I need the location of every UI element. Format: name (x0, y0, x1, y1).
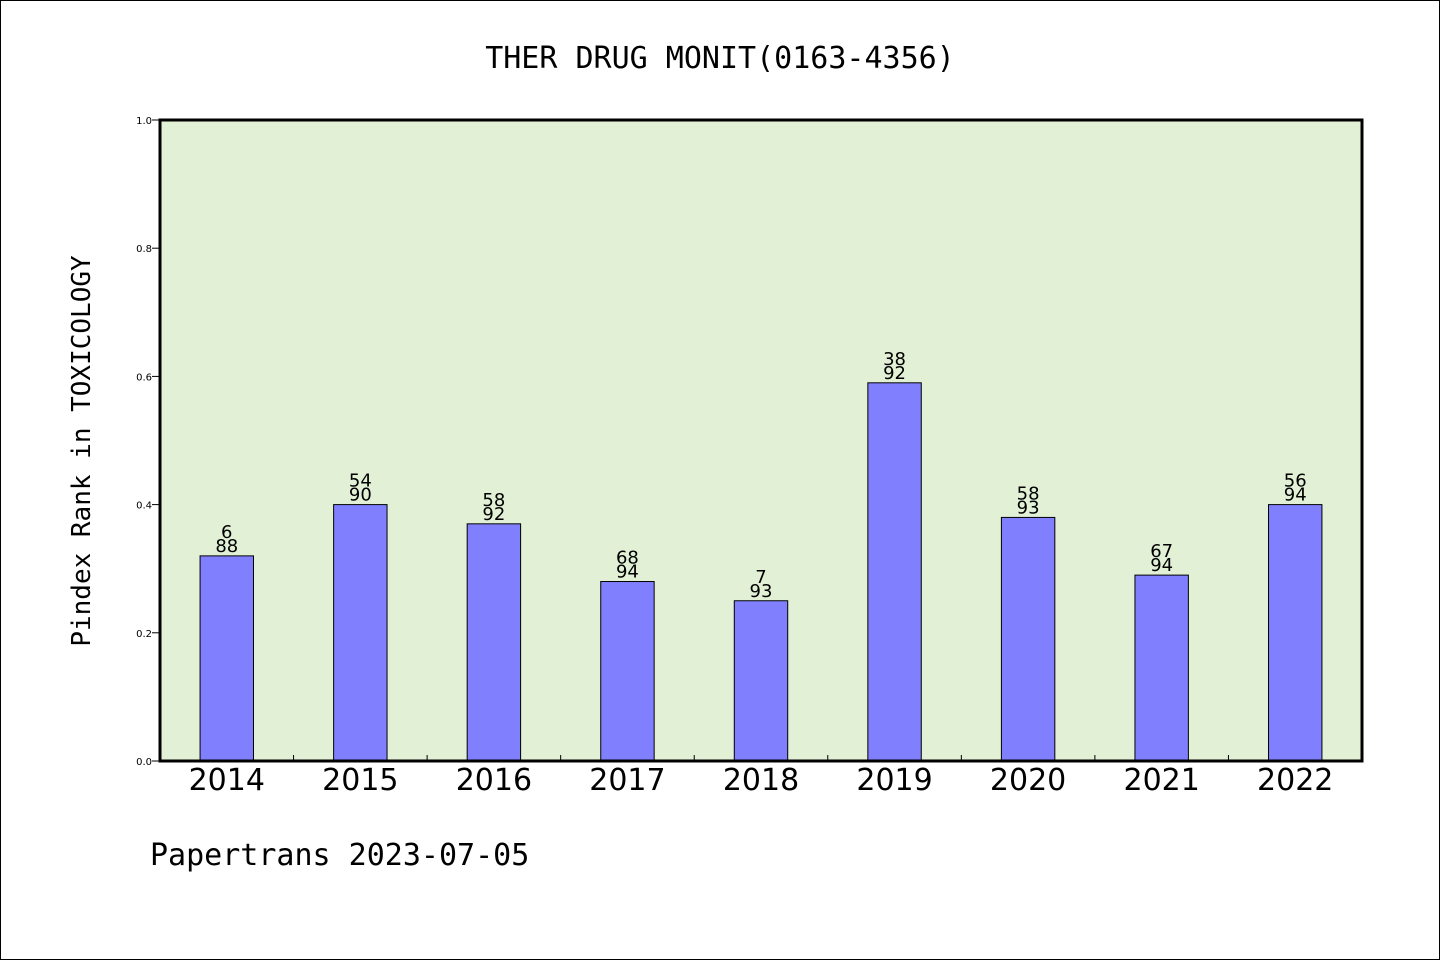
bar-total-label: 92 (883, 363, 906, 384)
plot-border (158, 118, 1364, 763)
bar-total-label: 93 (750, 581, 773, 602)
bar-2020 (1000, 516, 1056, 762)
bar-total-label: 93 (1017, 497, 1040, 518)
bar-2022 (1268, 504, 1323, 762)
y-tick-label: 0.2 (136, 629, 152, 640)
bar-total-label: 88 (215, 536, 238, 557)
y-tick-label: 0.0 (136, 757, 152, 768)
chart-title: THER DRUG MONIT(0163-4356) (485, 41, 955, 76)
x-tick-label: 2022 (1257, 763, 1333, 798)
y-tick-label: 1.0 (136, 116, 152, 127)
bar-2014 (199, 555, 254, 762)
bar-total-label: 94 (1150, 555, 1173, 576)
y-tick-label: 0.8 (136, 244, 152, 255)
x-tick-label: 2015 (322, 763, 398, 798)
x-axis: 2014 2015 2016 2017 2018 2019 2020 2021 2022 (189, 755, 1333, 798)
bar-2016 (466, 523, 522, 762)
bar-rank-label: 56 (1284, 471, 1307, 492)
bar-rank-label: 68 (616, 548, 639, 569)
y-tick-label: 0.6 (136, 372, 152, 383)
bar-2018 (733, 600, 789, 762)
x-tick-label: 2016 (456, 763, 532, 798)
bar-rank-label: 58 (482, 490, 505, 511)
bar-rank-label: 38 (883, 349, 906, 370)
y-axis: 0.0 0.2 0.4 0.6 0.8 1.0 (136, 116, 160, 768)
bar-rank-label: 7 (755, 567, 766, 588)
bar-total-label: 92 (482, 504, 505, 525)
bar-2019 (867, 382, 922, 762)
footer-credit: Papertrans 2023-07-05 (150, 838, 529, 873)
bar-2021 (1134, 574, 1189, 762)
x-tick-label: 2014 (189, 763, 265, 798)
bar-2015 (333, 504, 388, 762)
bar-total-label: 94 (1284, 485, 1307, 506)
y-tick-label: 0.4 (136, 501, 152, 512)
bar-2017 (600, 581, 655, 762)
x-tick-label: 2021 (1123, 763, 1199, 798)
bar-rank-label: 6 (221, 522, 232, 543)
x-tick-label: 2018 (723, 763, 799, 798)
bar-rank-label: 67 (1150, 541, 1173, 562)
x-tick-label: 2017 (589, 763, 665, 798)
bar-total-label: 94 (616, 562, 639, 583)
bar-total-label: 90 (349, 485, 372, 506)
bar-rank-label: 54 (349, 471, 372, 492)
x-tick-label: 2019 (856, 763, 932, 798)
bar-rank-label: 58 (1017, 483, 1040, 504)
y-axis-label: Pindex Rank in TOXICOLOGY (67, 255, 97, 647)
x-tick-label: 2020 (990, 763, 1066, 798)
